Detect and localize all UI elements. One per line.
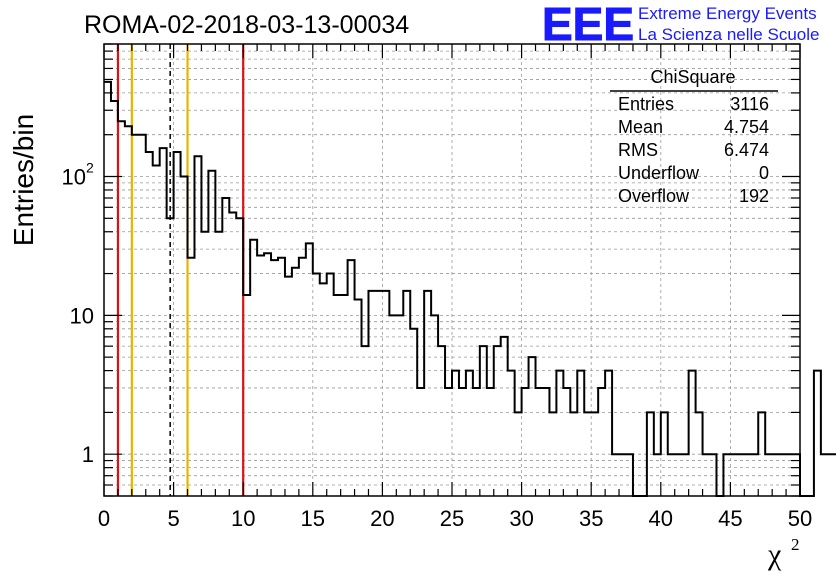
stats-value: 4.754 (724, 117, 769, 137)
y-axis-label: Entries/bin (8, 114, 39, 246)
histogram-series (104, 80, 836, 497)
stats-label: Underflow (618, 163, 700, 183)
x-tick-label: 25 (440, 506, 464, 531)
stats-label: Entries (618, 94, 674, 114)
reference-lines (116, 44, 245, 496)
x-tick-label: 15 (301, 506, 325, 531)
y-tick-label: 10 (62, 164, 86, 189)
grid-lines (104, 44, 800, 496)
x-tick-label: 20 (370, 506, 394, 531)
x-tick-label: 35 (579, 506, 603, 531)
page-title: ROMA-02-2018-03-13-00034 (84, 11, 409, 39)
stats-value: 0 (759, 163, 769, 183)
x-tick-label: 5 (167, 506, 179, 531)
y-tick-label-sup: 2 (86, 159, 94, 175)
logo-mark: EEE (542, 0, 634, 50)
x-axis-label-base: χ (767, 538, 782, 571)
stats-box: ChiSquare Entries 3116 Mean 4.754 RMS 6.474 Un… (610, 67, 778, 206)
x-axis-label-sup: 2 (791, 535, 800, 554)
x-tick-label: 40 (649, 506, 673, 531)
eee-logo: EEE Extreme Energy Events La Scienza nel… (542, 0, 820, 51)
x-axis-label: χ 2 (767, 535, 800, 571)
x-tick-label: 10 (231, 506, 255, 531)
stats-value: 3116 (730, 94, 769, 114)
logo-line-1: Extreme Energy Events (638, 4, 817, 23)
y-tick-label: 1 (82, 442, 94, 467)
stats-title: ChiSquare (650, 67, 735, 87)
x-tick-label: 50 (788, 506, 812, 531)
histogram-line (104, 80, 836, 497)
stats-value: 6.474 (724, 140, 769, 160)
stats-label: Overflow (618, 186, 690, 206)
x-tick-label: 45 (718, 506, 742, 531)
y-tick-label: 10 (70, 303, 94, 328)
stats-label: Mean (618, 117, 663, 137)
stats-value: 192 (739, 186, 769, 206)
x-tick-label: 30 (509, 506, 533, 531)
stats-label: RMS (618, 140, 658, 160)
x-tick-label: 0 (98, 506, 110, 531)
logo-line-2: La Scienza nelle Scuole (638, 25, 819, 44)
